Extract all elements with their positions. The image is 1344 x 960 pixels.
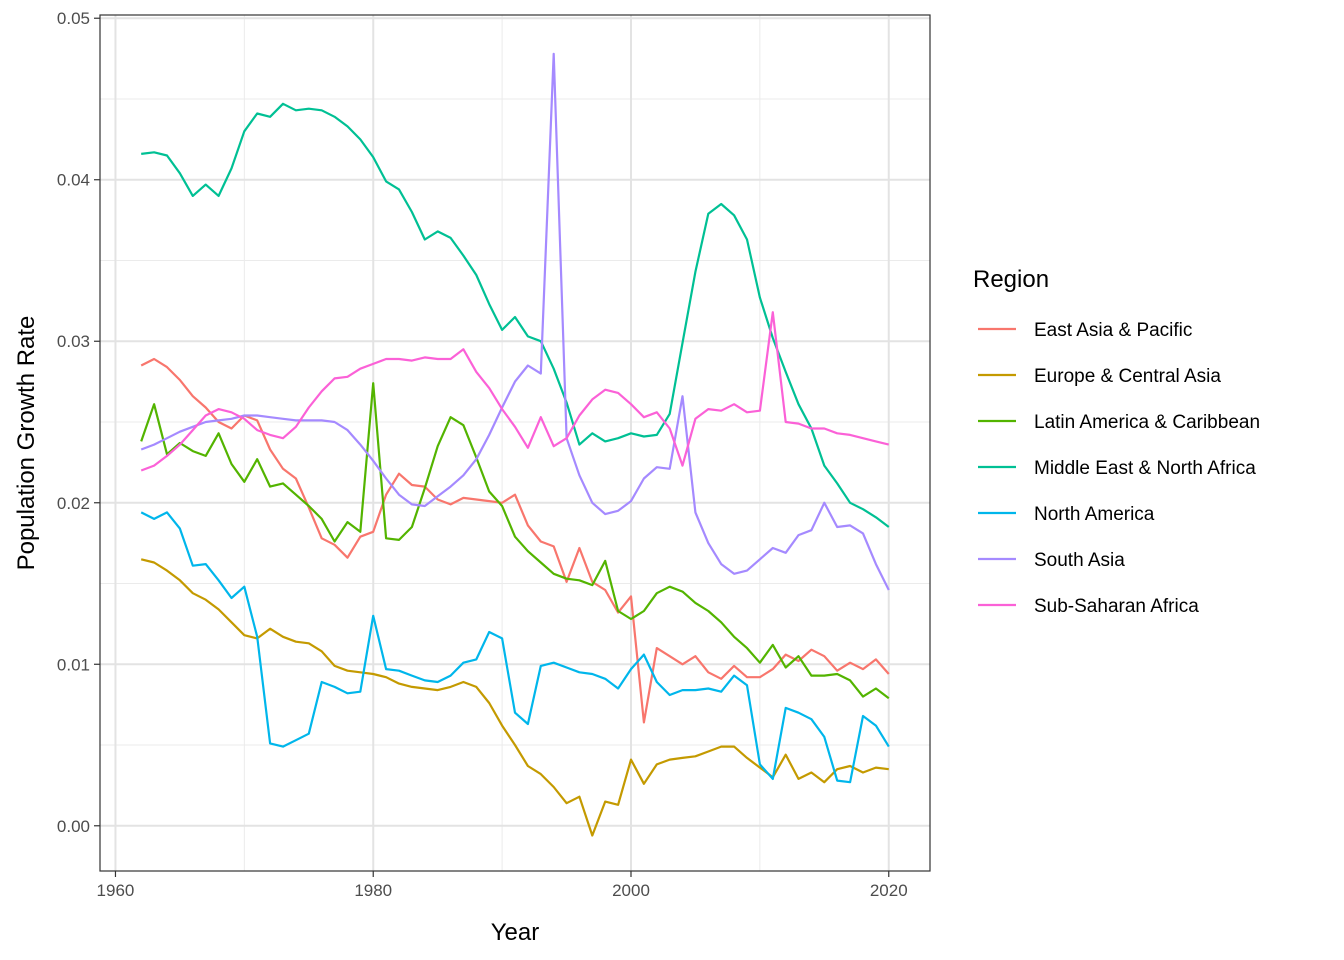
y-tick-label: 0.01	[57, 655, 90, 674]
x-tick-label: 1980	[354, 881, 392, 900]
x-tick-label: 2000	[612, 881, 650, 900]
legend-label-north-america: North America	[1034, 504, 1155, 525]
series-line-south-asia	[140, 52, 890, 591]
series-line-north-america	[140, 511, 890, 784]
series-line-east-asia-pacific	[140, 357, 890, 724]
legend-label-middle-east-north-africa: Middle East & North Africa	[1034, 458, 1256, 479]
grid-major	[100, 15, 930, 871]
plot-border	[99, 14, 931, 872]
y-tick-label: 0.02	[57, 494, 90, 513]
legend-title: Region	[973, 266, 1049, 293]
x-axis: 1960 1980 2000 2020	[97, 871, 908, 900]
series-line-sub-saharan-africa	[140, 311, 890, 472]
legend-label-east-asia-pacific: East Asia & Pacific	[1034, 320, 1192, 341]
legend-label-latin-america-caribbean: Latin America & Caribbean	[1034, 412, 1260, 433]
y-tick-label: 0.00	[57, 817, 90, 836]
plot-panel	[100, 15, 930, 871]
series-line-middle-east-north-africa	[141, 102, 890, 528]
x-tick-label: 1960	[97, 881, 135, 900]
legend-label-south-asia: South Asia	[1034, 550, 1125, 571]
y-tick-label: 0.04	[57, 171, 90, 190]
legend-label-sub-saharan-africa: Sub-Saharan Africa	[1034, 596, 1199, 617]
y-tick-label: 0.03	[57, 332, 90, 351]
y-axis-title: Population Growth Rate	[13, 316, 40, 571]
x-tick-label: 2020	[870, 881, 908, 900]
series-line-latin-america-caribbean	[140, 382, 890, 700]
y-tick-label: 0.05	[57, 9, 90, 28]
legend: Region East Asia & Pacific Europe & Centr…	[973, 266, 1260, 617]
x-axis-title: Year	[491, 919, 540, 946]
series-lines	[140, 52, 890, 837]
y-axis: 0.00 0.01 0.02 0.03 0.04 0.05	[57, 9, 100, 836]
legend-label-europe-central-asia: Europe & Central Asia	[1034, 366, 1221, 387]
